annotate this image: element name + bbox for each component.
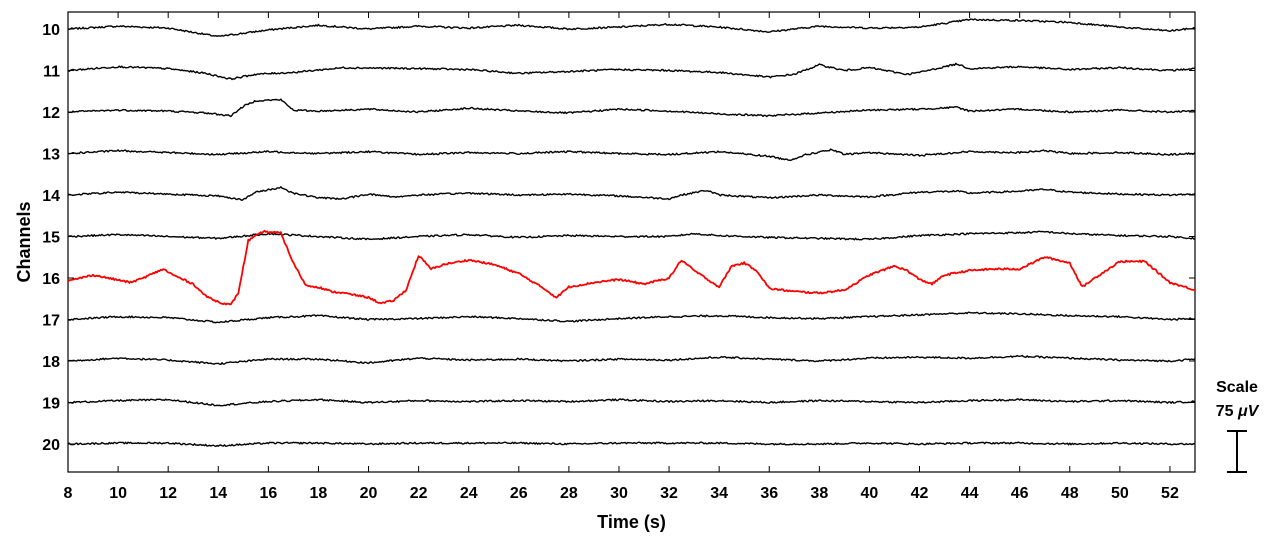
- trace-group: [67, 18, 1196, 448]
- trace-channel-15: [67, 230, 1195, 241]
- plot-area: [67, 11, 1196, 473]
- trace-channel-10: [67, 18, 1196, 37]
- x-tick-label-50: 50: [1111, 485, 1129, 502]
- x-tick-label-36: 36: [760, 485, 778, 502]
- scale-bar: Scale 75 μV: [1216, 379, 1260, 473]
- x-tick-label-30: 30: [610, 485, 628, 502]
- x-tick-label-12: 12: [159, 485, 177, 502]
- x-tick-label-16: 16: [259, 485, 277, 502]
- y-tick-label-14: 14: [42, 188, 60, 205]
- x-tick-label-26: 26: [510, 485, 528, 502]
- trace-channel-11: [67, 62, 1196, 81]
- y-tick-label-19: 19: [42, 396, 60, 413]
- y-tick-label-16: 16: [42, 271, 60, 288]
- y-axis: 10 11 12 13 14 15 16 17 18 19 20: [42, 22, 1195, 454]
- x-tick-label-40: 40: [861, 485, 879, 502]
- x-tick-label-22: 22: [410, 485, 428, 502]
- trace-channel-16: [67, 229, 1196, 306]
- trace-channel-20: [67, 441, 1196, 448]
- x-tick-label-38: 38: [810, 485, 828, 502]
- y-tick-label-10: 10: [42, 22, 60, 39]
- scale-label: Scale: [1216, 379, 1258, 396]
- scale-value-number: 75: [1216, 403, 1234, 420]
- y-tick-label-15: 15: [42, 230, 60, 247]
- x-tick-label-52: 52: [1161, 485, 1179, 502]
- y-tick-label-13: 13: [42, 147, 60, 164]
- x-tick-label-18: 18: [310, 485, 328, 502]
- x-tick-label-44: 44: [961, 485, 979, 502]
- y-tick-label-11: 11: [43, 64, 60, 81]
- x-axis-title: Time (s): [597, 512, 666, 532]
- x-tick-label-10: 10: [109, 485, 127, 502]
- x-tick-label-32: 32: [660, 485, 678, 502]
- y-axis-title: Channels: [14, 201, 34, 282]
- trace-channel-18: [67, 354, 1196, 366]
- y-tick-label-20: 20: [42, 437, 60, 454]
- y-tick-label-17: 17: [42, 313, 60, 330]
- x-tick-label-42: 42: [911, 485, 929, 502]
- y-tick-label-12: 12: [42, 105, 60, 122]
- scale-value-unit: μV: [1237, 403, 1260, 420]
- x-tick-label-14: 14: [209, 485, 227, 502]
- x-tick-label-48: 48: [1061, 485, 1079, 502]
- x-tick-label-8: 8: [64, 485, 73, 502]
- scale-value: 75 μV: [1216, 403, 1260, 420]
- x-axis: 8 10 12 14 16 18 20 22 24 26 28 30 32 34 36 38 40 42 44 46 4…: [64, 12, 1179, 502]
- trace-channel-14: [67, 186, 1196, 201]
- trace-channel-17: [67, 311, 1196, 324]
- x-tick-label-34: 34: [710, 485, 728, 502]
- trace-channel-12: [67, 98, 1196, 118]
- trace-channel-19: [67, 398, 1196, 407]
- x-tick-label-24: 24: [460, 485, 478, 502]
- y-tick-label-18: 18: [42, 354, 60, 371]
- x-tick-label-28: 28: [560, 485, 578, 502]
- x-tick-label-46: 46: [1011, 485, 1029, 502]
- trace-channel-13: [67, 148, 1196, 161]
- x-tick-label-20: 20: [360, 485, 378, 502]
